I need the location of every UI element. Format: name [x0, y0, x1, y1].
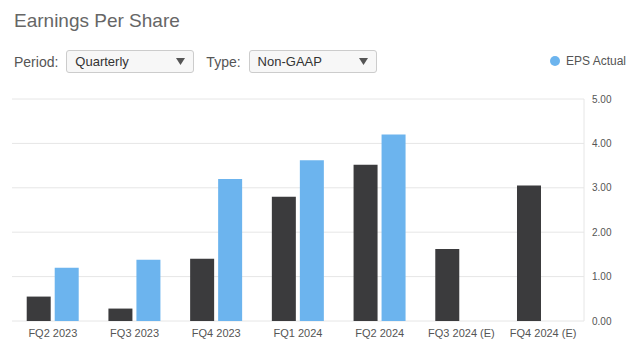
svg-text:FQ4 2024 (E): FQ4 2024 (E): [510, 327, 577, 339]
svg-text:FQ3 2024 (E): FQ3 2024 (E): [428, 327, 495, 339]
svg-text:2.00: 2.00: [592, 227, 612, 238]
svg-text:5.00: 5.00: [592, 94, 612, 105]
svg-text:3.00: 3.00: [592, 182, 612, 193]
svg-text:4.00: 4.00: [592, 138, 612, 149]
svg-text:1.00: 1.00: [592, 271, 612, 282]
html-text:EPS Actual: EPS Actual: [566, 54, 626, 68]
html-text:Non-GAAP: Non-GAAP: [257, 54, 322, 69]
svg-text:FQ4 2023: FQ4 2023: [192, 327, 241, 339]
html-text:Earnings Per Share: Earnings Per Share: [14, 10, 180, 31]
svg-text:FQ2 2023: FQ2 2023: [28, 327, 77, 339]
html-text:Type:: Type:: [206, 53, 241, 70]
svg-text:FQ1 2024: FQ1 2024: [274, 327, 323, 339]
html-text:Period:: Period:: [14, 53, 59, 70]
svg-text:0.00: 0.00: [592, 316, 612, 327]
svg-text:FQ3 2023: FQ3 2023: [110, 327, 159, 339]
svg-text:FQ2 2024: FQ2 2024: [355, 327, 404, 339]
html-text:Quarterly: Quarterly: [75, 54, 129, 69]
